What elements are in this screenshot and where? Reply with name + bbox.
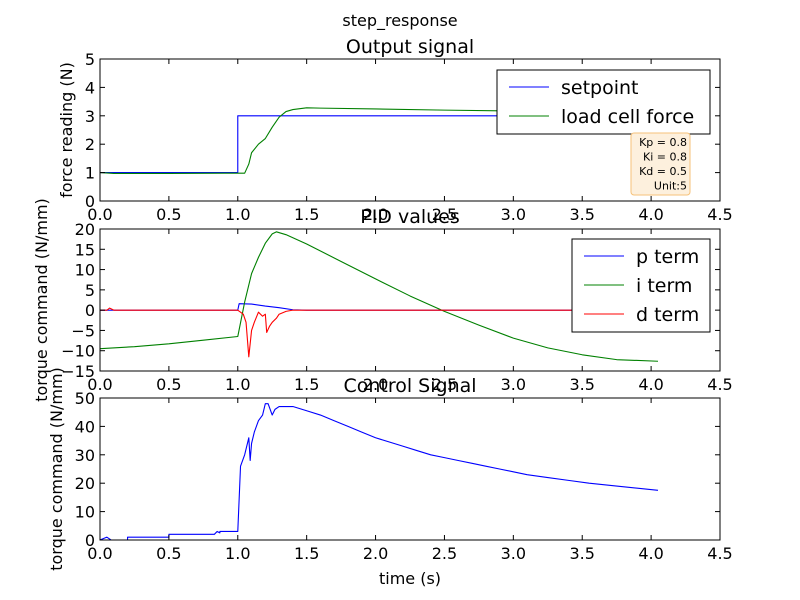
legend-box (496, 69, 711, 135)
axes-frame (99, 397, 721, 541)
x-tick-label: 0.5 (156, 205, 181, 224)
x-tick-label: 4.5 (707, 205, 732, 224)
y-tick-label: 1 (85, 164, 95, 183)
y-tick-label: 20 (75, 220, 95, 239)
x-tick-label: 2.5 (432, 375, 457, 394)
x-tick-label: 2.5 (432, 544, 457, 563)
series-line-signal (100, 403, 659, 540)
x-tick-label: 3.0 (501, 205, 526, 224)
x-tick-label: 3.5 (569, 375, 594, 394)
y-tick-label: 15 (75, 240, 95, 259)
y-tick-label: 5 (85, 281, 95, 300)
x-tick-label: 3.5 (569, 544, 594, 563)
annotation-box (630, 132, 691, 196)
y-tick-label: 20 (75, 474, 95, 493)
x-tick-label: 1.0 (225, 544, 250, 563)
series-group (100, 107, 659, 174)
y-tick-label: 10 (75, 261, 95, 280)
y-tick-label: −15 (61, 362, 95, 381)
x-tick-label: 2.0 (363, 375, 388, 394)
y-axis-label: force reading (N) (57, 62, 76, 198)
x-tick-label: 1.5 (294, 205, 319, 224)
annotation-line: Kd = 0.5 (639, 165, 687, 178)
x-tick-label: 0.0 (87, 544, 112, 563)
y-axis-label: torque command (N/mm) (32, 198, 51, 402)
y-tick-label: 0 (85, 192, 95, 211)
y-tick-label: −10 (61, 342, 95, 361)
y-tick-label: 0 (85, 301, 95, 320)
x-axis-label: time (s) (379, 569, 441, 588)
x-tick-label: 0.5 (156, 375, 181, 394)
y-tick-label: 2 (85, 135, 95, 154)
annotation-line: Kp = 0.8 (639, 136, 687, 149)
legend-entry: setpoint (561, 77, 639, 99)
x-tick-label: 0.5 (156, 544, 181, 563)
panel-title: Control Signal (343, 375, 476, 397)
axes-frame (99, 228, 721, 372)
x-tick-label: 0.0 (87, 205, 112, 224)
y-tick-label: 5 (85, 50, 95, 69)
axes-frame (99, 58, 721, 202)
x-tick-label: 4.5 (707, 375, 732, 394)
series-line-setpoint (100, 115, 658, 174)
y-tick-label: 3 (85, 107, 95, 126)
x-tick-label: 1.0 (225, 375, 250, 394)
x-tick-label: 3.0 (501, 544, 526, 563)
x-tick-label: 2.0 (363, 544, 388, 563)
legend-entry: load cell force (561, 106, 694, 128)
panel-title: PID values (360, 206, 460, 228)
legend-entry: i term (636, 275, 692, 297)
x-tick-label: 3.5 (569, 205, 594, 224)
y-tick-label: 40 (75, 417, 95, 436)
x-tick-label: 3.0 (501, 375, 526, 394)
figure-suptitle: step_response (342, 11, 457, 31)
y-tick-label: 0 (85, 531, 95, 550)
x-tick-label: 1.5 (294, 544, 319, 563)
y-axis-label: torque command (N/mm) (47, 367, 66, 571)
x-tick-label: 4.5 (707, 544, 732, 563)
x-tick-label: 4.0 (638, 544, 663, 563)
annotation-line: Unit:5 (654, 180, 687, 193)
legend: setpoint load cell force (496, 69, 711, 135)
subplot-3: 0.0 0.5 1.0 1.5 2.0 2.5 3.0 3.5 4.0 4.5 0 10 20 30 40 5… (47, 367, 733, 588)
y-tick-label: −5 (71, 321, 95, 340)
x-tick-label: 2.5 (432, 205, 457, 224)
x-tick-label: 4.0 (638, 375, 663, 394)
x-tick-label: 1.0 (225, 205, 250, 224)
legend-entry: d term (636, 304, 699, 326)
subplot-1: 0.0 0.5 1.0 1.5 2.0 2.5 3.0 3.5 4.0 4.5 0 1 2 3 4 5 forc… (57, 36, 733, 224)
series-group (100, 231, 659, 362)
panel-title: Output signal (346, 36, 474, 58)
legend-entry: p term (636, 246, 699, 268)
y-tick-label: 10 (75, 503, 95, 522)
plot-area (100, 398, 720, 540)
gains-annotation: Kp = 0.8 Ki = 0.8Kd = 0.5 Unit:5 (630, 132, 691, 196)
y-tick-label: 50 (75, 389, 95, 408)
series-group (100, 403, 659, 540)
series-line-d-term (100, 307, 658, 358)
x-tick-label: 4.0 (638, 205, 663, 224)
subplots: 0.0 0.5 1.0 1.5 2.0 2.5 3.0 3.5 4.0 4.5 0 1 2 3 4 5 forc… (32, 36, 733, 588)
subplot-2: 0.0 0.5 1.0 1.5 2.0 2.5 3.0 3.5 4.0 4.5 −15−10 −505… (32, 198, 733, 402)
series-line-i-term (100, 231, 659, 362)
y-tick-label: 4 (85, 78, 95, 97)
legend: p term i term d term (571, 238, 711, 333)
x-tick-label: 0.0 (87, 375, 112, 394)
x-tick-label: 1.5 (294, 375, 319, 394)
series-line-load-cell-force (100, 107, 659, 174)
annotation-line: Ki = 0.8 (643, 151, 687, 164)
y-tick-label: 30 (75, 446, 95, 465)
x-tick-label: 2.0 (363, 205, 388, 224)
